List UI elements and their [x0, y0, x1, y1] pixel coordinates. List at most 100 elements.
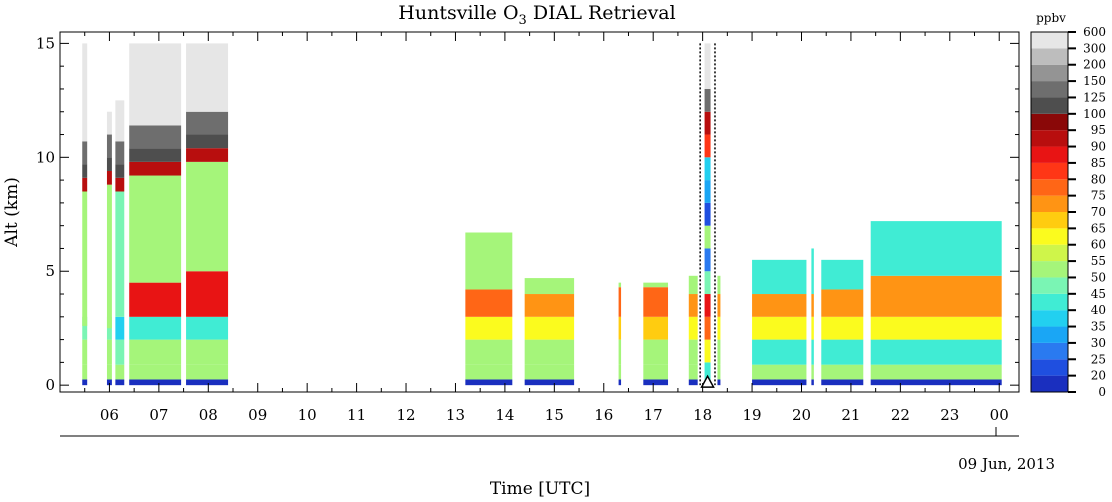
- heat-band: [618, 287, 622, 317]
- colorbar-label: 60: [1091, 238, 1106, 252]
- heat-band: [643, 282, 669, 288]
- heat-band: [821, 379, 864, 386]
- marker-band: [704, 111, 711, 135]
- marker-band: [704, 362, 711, 386]
- heat-band: [82, 177, 88, 192]
- heat-band: [465, 379, 513, 386]
- x-tick-label: 13: [446, 406, 465, 424]
- colorbar-label: 70: [1091, 205, 1106, 219]
- heat-band: [870, 316, 1002, 340]
- heat-band: [811, 379, 814, 386]
- x-tick-label: 11: [347, 406, 366, 424]
- heat-band: [643, 287, 669, 317]
- colorbar-swatch: [1031, 310, 1068, 327]
- plot-frame: [59, 31, 1020, 393]
- heat-band: [821, 364, 864, 380]
- x-tick-label: 08: [199, 406, 218, 424]
- x-tick-label: 12: [396, 406, 415, 424]
- colorbar-label: 35: [1091, 320, 1106, 334]
- heat-band: [717, 364, 721, 380]
- heat-band: [688, 364, 698, 380]
- heat-band: [82, 141, 88, 165]
- x-tick-label: 20: [792, 406, 811, 424]
- colorbar-swatch: [1031, 342, 1068, 360]
- heat-band: [129, 43, 182, 126]
- heat-band: [870, 275, 1002, 317]
- heat-band: [186, 134, 229, 149]
- colorbar-swatch: [1031, 97, 1068, 114]
- heat-band: [524, 316, 575, 340]
- colorbar-label: 100: [1083, 107, 1106, 121]
- colorbar-swatch: [1031, 32, 1068, 49]
- marker-band: [704, 180, 711, 203]
- heat-band: [129, 282, 182, 317]
- marker-band: [704, 225, 711, 249]
- heat-band: [618, 339, 622, 365]
- heat-band: [524, 294, 575, 317]
- heat-band: [688, 294, 698, 317]
- heat-band: [465, 316, 513, 340]
- heat-band: [811, 294, 814, 317]
- heat-band: [186, 379, 229, 386]
- heat-band: [115, 141, 125, 165]
- heat-band: [186, 43, 229, 112]
- x-tick-label: 22: [891, 406, 910, 424]
- x-axis: 06 07 08 09 10 11 12 13 14 15 16 17 18 19 20 21 22 23 00: [84, 32, 1009, 424]
- heat-band: [82, 164, 88, 178]
- colorbar-label: 55: [1091, 254, 1106, 268]
- marker-band: [704, 294, 711, 317]
- colorbar-swatch: [1031, 375, 1068, 392]
- colorbar-swatch: [1031, 195, 1068, 212]
- heat-band: [870, 339, 1002, 365]
- colorbar-swatch: [1031, 326, 1068, 343]
- x-tick-label: 06: [100, 406, 119, 424]
- heat-band: [129, 316, 182, 340]
- x-tick-label: 21: [841, 406, 860, 424]
- heat-band: [186, 148, 229, 162]
- heat-band: [186, 364, 229, 380]
- colorbar-label: 25: [1091, 352, 1106, 366]
- x-tick-label: 09: [248, 406, 267, 424]
- profile-column-13: [821, 259, 864, 386]
- colorbar-swatch: [1031, 81, 1068, 98]
- x-tick-label: 15: [545, 406, 564, 424]
- heat-band: [643, 379, 669, 386]
- marker-band: [704, 88, 711, 112]
- marker-triangle: [700, 374, 715, 388]
- heat-band: [115, 364, 125, 380]
- colorbar-label: 125: [1083, 90, 1106, 104]
- marker-band: [704, 202, 711, 226]
- heat-band: [115, 177, 125, 192]
- heat-band: [115, 379, 125, 386]
- heat-band: [465, 364, 513, 380]
- heat-band: [821, 259, 864, 290]
- heat-band: [106, 339, 112, 365]
- marker-band: [704, 271, 711, 295]
- chart-title-subscript: 3: [519, 13, 527, 28]
- x-tick-label: 07: [149, 406, 168, 424]
- profile-column-4: [186, 43, 229, 386]
- heat-band: [82, 191, 88, 326]
- colorbar-label: 200: [1083, 58, 1106, 72]
- heat-band: [129, 161, 182, 176]
- heat-band: [129, 175, 182, 283]
- x-tick-label: 19: [743, 406, 762, 424]
- heat-band: [465, 339, 513, 365]
- heat-band: [618, 379, 622, 386]
- heat-band: [717, 339, 721, 365]
- colorbar-label: 75: [1091, 189, 1106, 203]
- colorbar-swatch: [1031, 228, 1068, 245]
- heat-band: [870, 364, 1002, 380]
- heat-band: [129, 125, 182, 149]
- colorbar-swatch: [1031, 293, 1068, 311]
- x-tick-label: 23: [940, 406, 959, 424]
- heat-band: [115, 316, 125, 340]
- colorbar-swatch: [1031, 162, 1068, 180]
- marker-band: [704, 43, 711, 89]
- marker-band: [704, 316, 711, 340]
- heat-band: [106, 134, 112, 158]
- heat-band: [465, 232, 513, 290]
- heat-band: [106, 170, 112, 185]
- heat-band: [717, 316, 721, 340]
